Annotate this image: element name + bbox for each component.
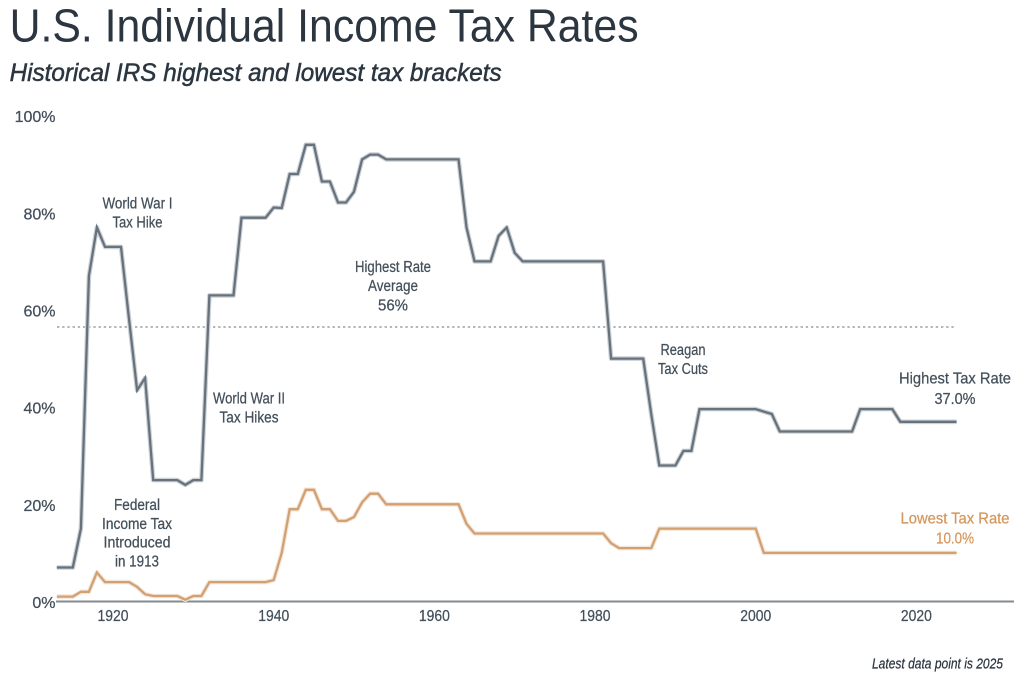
svg-text:37.0%: 37.0% bbox=[935, 391, 976, 408]
svg-text:Reagan: Reagan bbox=[661, 342, 706, 359]
svg-text:60%: 60% bbox=[23, 304, 55, 321]
svg-text:2020: 2020 bbox=[901, 608, 932, 625]
svg-text:Tax Cuts: Tax Cuts bbox=[658, 361, 708, 378]
svg-text:1960: 1960 bbox=[419, 608, 450, 625]
svg-text:Income Tax: Income Tax bbox=[102, 516, 172, 533]
svg-text:U.S. Individual Income Tax Rat: U.S. Individual Income Tax Rates bbox=[10, 0, 639, 52]
svg-text:1920: 1920 bbox=[98, 608, 129, 625]
svg-text:Introduced: Introduced bbox=[104, 535, 171, 552]
svg-text:Latest data point is 2025: Latest data point is 2025 bbox=[872, 656, 1004, 673]
svg-text:2000: 2000 bbox=[740, 608, 771, 625]
svg-text:80%: 80% bbox=[23, 206, 55, 223]
svg-text:Lowest Tax Rate: Lowest Tax Rate bbox=[901, 511, 1010, 528]
svg-text:56%: 56% bbox=[378, 298, 408, 315]
svg-text:Highest Rate: Highest Rate bbox=[355, 259, 431, 276]
svg-text:10.0%: 10.0% bbox=[936, 531, 974, 548]
svg-text:in 1913: in 1913 bbox=[115, 553, 159, 570]
svg-text:100%: 100% bbox=[15, 109, 56, 126]
svg-text:Average: Average bbox=[368, 278, 418, 295]
svg-text:World War II: World War II bbox=[213, 390, 285, 407]
svg-text:Tax Hike: Tax Hike bbox=[113, 214, 163, 231]
svg-text:1940: 1940 bbox=[258, 608, 289, 625]
svg-text:World War I: World War I bbox=[103, 196, 173, 213]
svg-text:20%: 20% bbox=[23, 498, 55, 515]
svg-text:1980: 1980 bbox=[580, 608, 611, 625]
svg-text:40%: 40% bbox=[23, 401, 55, 418]
svg-text:Federal: Federal bbox=[114, 497, 160, 514]
svg-text:Tax Hikes: Tax Hikes bbox=[220, 410, 279, 427]
svg-text:Highest Tax Rate: Highest Tax Rate bbox=[899, 371, 1011, 388]
svg-text:0%: 0% bbox=[32, 595, 55, 612]
svg-text:Historical IRS highest and low: Historical IRS highest and lowest tax br… bbox=[10, 59, 502, 87]
